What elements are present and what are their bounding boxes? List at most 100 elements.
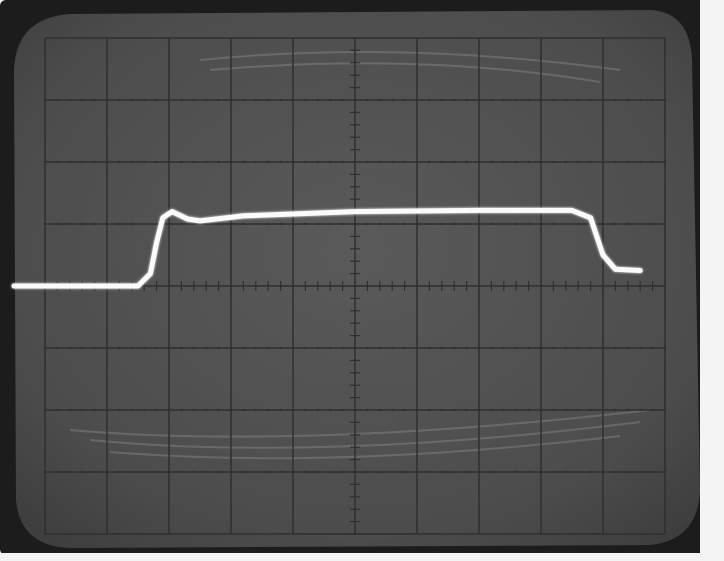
graticule-dot [626,346,629,350]
graticule-dot [143,222,146,226]
graticule-dot [403,470,406,474]
graticule-dot [143,346,146,350]
graticule-dot [130,346,133,350]
graticule-dot [403,98,406,102]
graticule-dot [453,160,456,164]
graticule-dot [552,160,555,164]
graticule-dot [130,160,133,164]
graticule-dot [118,408,121,412]
graticule-dot [180,470,183,474]
graticule-dot [304,160,307,164]
graticule-dot [577,160,580,164]
graticule-dot [279,222,282,226]
graticule-dot [118,470,121,474]
graticule-dot [552,470,555,474]
graticule-dot [639,470,642,474]
graticule-dot [316,470,319,474]
graticule-dot [217,346,220,350]
graticule-dot [143,160,146,164]
graticule-dot [217,408,220,412]
graticule-dot [254,470,257,474]
graticule-dot [589,408,592,412]
graticule-dot [614,408,617,412]
graticule-dot [180,98,183,102]
graticule-dot [56,346,59,350]
graticule-dot [105,470,109,474]
graticule-dot [465,222,468,226]
graticule-dot [192,470,195,474]
graticule-dot [527,160,530,164]
graticule-dot [465,98,468,102]
graticule-dot [105,346,109,350]
graticule-dot [378,470,381,474]
graticule-dot [502,160,505,164]
graticule-dot [192,222,195,226]
graticule-dot [564,346,567,350]
graticule-dot [366,346,369,350]
graticule-dot [502,222,505,226]
graticule-dot [378,346,381,350]
graticule-dot [329,470,332,474]
graticule-dot [577,346,580,350]
graticule-dot [477,160,481,164]
graticule-dot [205,346,208,350]
graticule-dot [601,222,605,226]
graticule-dot [217,222,220,226]
graticule-dot [254,346,257,350]
graticule-dot [68,160,72,164]
graticule-dot [56,222,59,226]
graticule-dot [428,408,431,412]
graticule-dot [304,408,307,412]
graticule-dot [403,160,406,164]
graticule-dot [155,98,158,102]
graticule-dot [639,160,642,164]
graticule-dot [515,346,518,350]
graticule-dot [490,222,493,226]
graticule-dot [205,160,208,164]
graticule-dot [614,222,617,226]
graticule-dot [291,470,295,474]
graticule-dot [155,408,158,412]
graticule-dot [539,222,543,226]
graticule-dot [229,160,233,164]
graticule-dot [93,408,96,412]
graticule-dot [118,222,121,226]
graticule-dot [465,408,468,412]
graticule-dot [403,222,406,226]
graticule-dot [391,408,394,412]
graticule-dot [105,160,109,164]
graticule-dot [93,160,96,164]
graticule-dot [229,222,233,226]
graticule-dot [217,98,220,102]
graticule-dot [242,160,245,164]
graticule-dot [353,470,357,474]
graticule-dot [192,408,195,412]
graticule-dot [502,346,505,350]
graticule-dot [105,222,109,226]
graticule-dot [626,222,629,226]
graticule-dot [130,98,133,102]
graticule-dot [316,160,319,164]
graticule-dot [651,222,654,226]
graticule-dot [267,98,270,102]
graticule-dot [267,222,270,226]
graticule-dot [192,160,195,164]
graticule-dot [614,160,617,164]
graticule-dot [205,98,208,102]
graticule-dot [465,346,468,350]
graticule-dot [353,408,357,412]
graticule-dot [267,408,270,412]
graticule-dot [515,222,518,226]
graticule-dot [68,98,72,102]
graticule-dot [626,98,629,102]
graticule-dot [651,408,654,412]
graticule-dot [453,222,456,226]
graticule-dot [316,346,319,350]
graticule-dot [229,470,233,474]
graticule-dot [130,408,133,412]
graticule-dot [118,160,121,164]
graticule-dot [490,160,493,164]
graticule-dot [539,160,543,164]
graticule-dot [378,98,381,102]
